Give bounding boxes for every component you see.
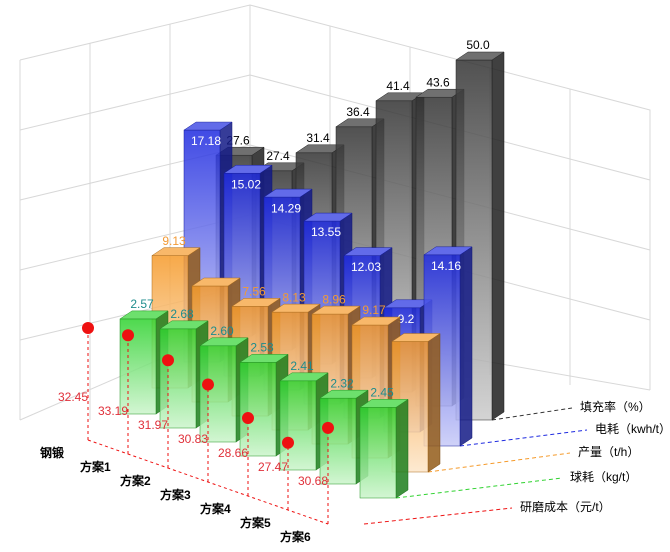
legend-label: 研磨成本（元/t）	[520, 500, 611, 514]
bar-top	[391, 333, 441, 342]
value-label: 12.03	[351, 260, 381, 274]
bar-side	[491, 51, 505, 421]
bar-top	[319, 389, 369, 399]
bar-front	[239, 362, 277, 457]
bar-front	[159, 328, 197, 429]
bar-top	[191, 277, 241, 287]
series: 球耗（kg/t） 2.57 2.68 2.60 2.53 2.41 2.32 2.45	[119, 297, 637, 499]
legend-leader	[427, 452, 571, 473]
value-label: 27.47	[258, 460, 288, 474]
bar	[359, 398, 409, 499]
legend-label: 填充率（%）	[580, 399, 651, 414]
legend-label: 电耗（kwh/t）	[595, 422, 670, 436]
bar-front	[319, 397, 357, 485]
value-label: 33.19	[98, 404, 128, 418]
bar-side	[427, 333, 441, 473]
data-dot	[322, 421, 334, 434]
data-dot	[162, 354, 174, 367]
bar-top	[119, 310, 169, 320]
value-label: 9.2	[398, 312, 415, 326]
bar-top	[199, 337, 249, 347]
bar-side	[395, 398, 409, 499]
category-label: 钢锻	[40, 445, 64, 460]
category-label: 方案6	[280, 529, 311, 544]
category-label: 方案4	[200, 501, 231, 516]
bar-top	[159, 320, 209, 330]
value-label: 36.4	[346, 105, 370, 119]
bar-side	[459, 246, 473, 447]
bar-top	[239, 354, 289, 363]
value-label: 9.13	[162, 234, 186, 248]
value-label: 2.53	[250, 341, 274, 355]
legend-label: 产量（t/h）	[578, 445, 639, 459]
value-label: 8.96	[322, 292, 346, 306]
bar-top	[311, 305, 361, 315]
value-label: 2.57	[130, 297, 154, 311]
value-label: 2.68	[170, 307, 194, 321]
value-label: 41.4	[386, 79, 410, 93]
bar-top	[303, 212, 353, 222]
bar	[119, 310, 169, 415]
value-label: 14.29	[271, 201, 301, 215]
category-label: 方案3	[160, 487, 191, 502]
value-label: 30.83	[178, 432, 208, 446]
value-label: 2.45	[370, 386, 394, 400]
bar-top	[223, 164, 273, 174]
bar-top	[423, 246, 473, 256]
bar-front	[199, 345, 237, 443]
bar	[455, 51, 505, 421]
bar-top	[455, 51, 505, 61]
data-dot	[202, 378, 214, 391]
bar-top	[151, 247, 201, 256]
value-label: 17.18	[191, 134, 221, 148]
value-label: 30.68	[298, 474, 328, 488]
bar-front	[359, 407, 397, 499]
value-label: 13.55	[311, 225, 341, 239]
value-label: 31.97	[138, 418, 168, 432]
bar-top	[279, 372, 329, 382]
bar-top	[271, 303, 321, 313]
value-label: 2.60	[210, 324, 234, 338]
series: 研磨成本（元/t） 32.45 33.19 31.97 30.83 28.66 27.47 3…	[58, 321, 611, 525]
value-label: 8.13	[282, 290, 306, 304]
data-dot	[82, 321, 94, 334]
legend-leader	[459, 429, 588, 447]
legend-label: 球耗（kg/t）	[570, 470, 637, 484]
bar-top	[263, 188, 313, 198]
value-label: 7.56	[242, 285, 266, 299]
data-dot	[122, 329, 134, 342]
data-dot	[242, 412, 254, 425]
data-dot	[282, 436, 294, 449]
value-label: 32.45	[58, 390, 88, 404]
value-label: 31.4	[306, 131, 330, 145]
bar-front	[279, 380, 317, 471]
value-label: 43.6	[426, 75, 450, 89]
category-label: 方案5	[240, 515, 271, 530]
bar-top	[359, 399, 409, 408]
bar-top	[231, 298, 281, 307]
value-label: 28.66	[218, 446, 248, 460]
category-label: 方案1	[80, 459, 111, 474]
value-label: 9.17	[362, 303, 386, 317]
value-label: 2.41	[290, 359, 314, 373]
legend-leader	[363, 507, 513, 525]
bar-top	[343, 247, 393, 256]
value-label: 2.32	[330, 376, 354, 390]
value-label: 15.02	[231, 177, 261, 191]
category-label: 方案2	[120, 473, 151, 488]
bar-top	[183, 121, 233, 131]
legend-leader	[395, 477, 563, 499]
value-label: 50.0	[466, 38, 490, 52]
value-label: 14.16	[431, 259, 461, 273]
value-label: 27.4	[266, 149, 290, 163]
bar-top	[351, 316, 401, 326]
